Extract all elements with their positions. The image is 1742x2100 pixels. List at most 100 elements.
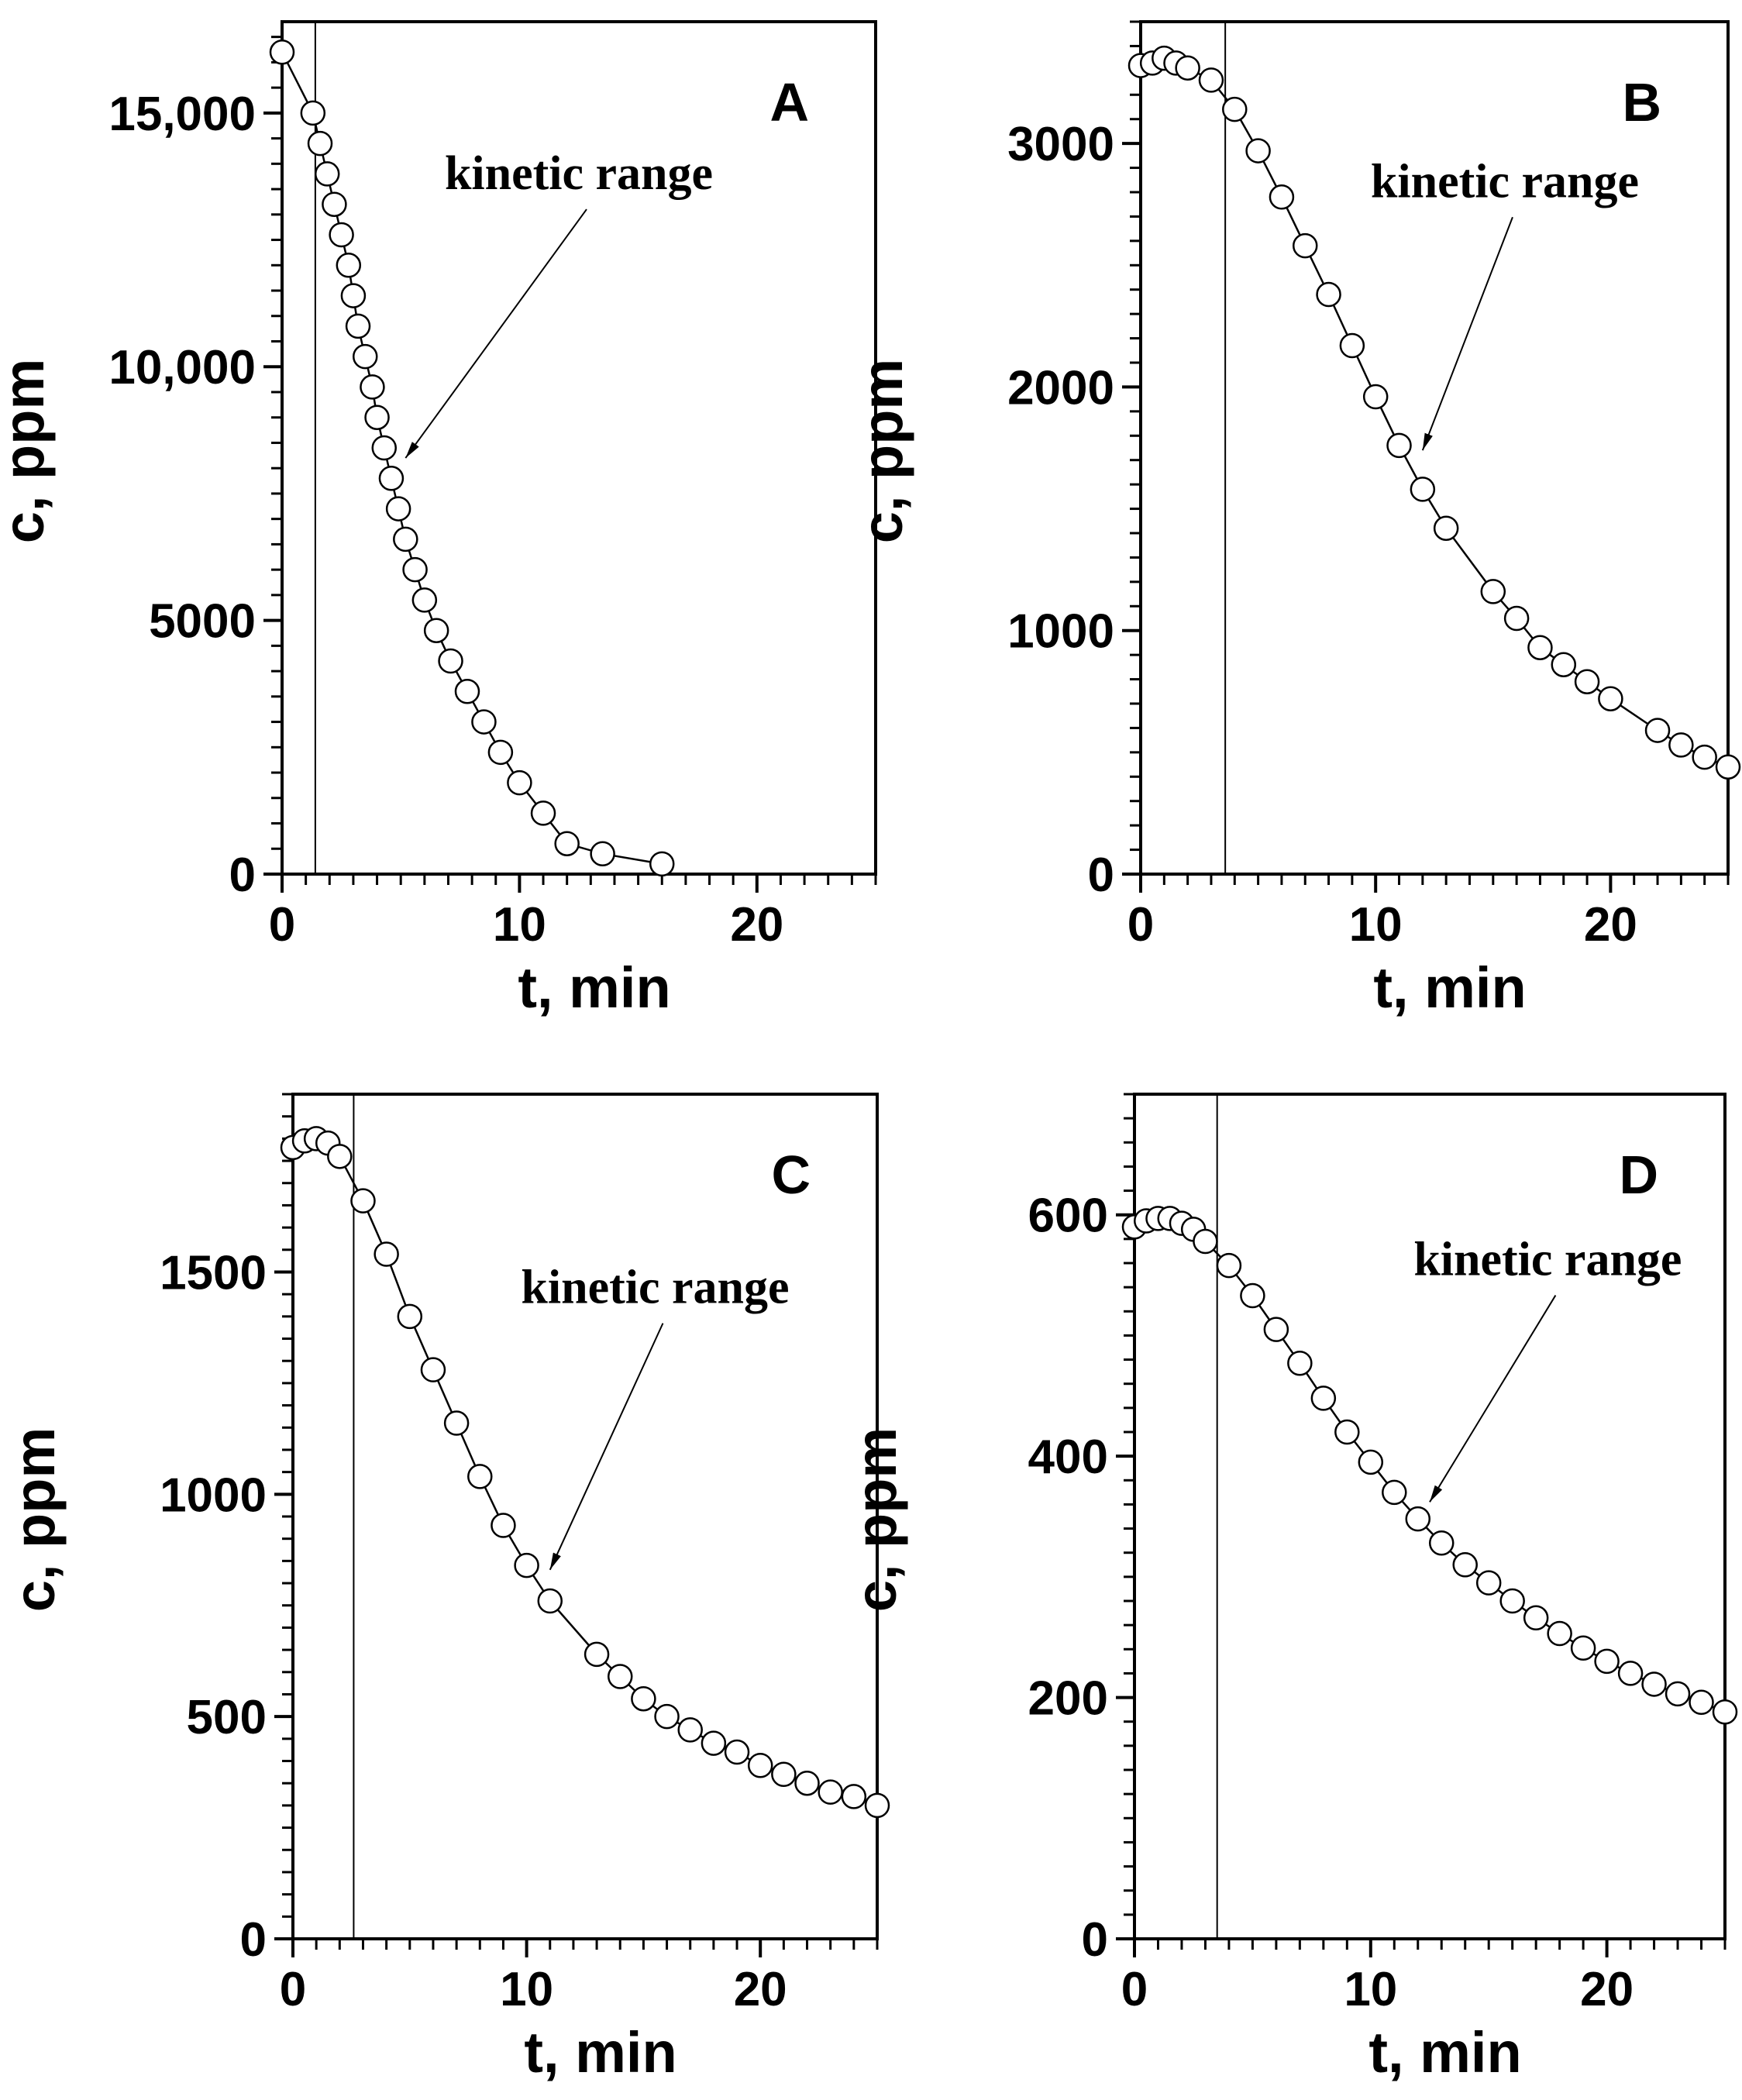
data-point bbox=[487, 739, 514, 766]
data-point bbox=[1428, 1530, 1455, 1556]
annotation-arrow bbox=[1421, 216, 1513, 451]
annotation-text: kinetic range bbox=[521, 1262, 789, 1314]
x-tick-label: 10 bbox=[1344, 1963, 1397, 2016]
x-tick-label: 10 bbox=[1349, 898, 1403, 952]
y-tick-label: 2000 bbox=[1007, 361, 1114, 415]
data-point bbox=[438, 648, 463, 674]
data-point bbox=[1216, 1252, 1242, 1279]
data-point bbox=[1715, 754, 1741, 780]
data-point bbox=[747, 1753, 773, 1778]
y-tick-label: 5000 bbox=[149, 595, 256, 649]
data-point bbox=[1574, 669, 1600, 694]
plot-frame bbox=[1139, 20, 1730, 876]
panel-a: 0 10 20 0 5000 10,000 15,000 t, min c, ppm Akinet… bbox=[0, 20, 877, 1020]
data-point bbox=[794, 1770, 820, 1796]
data-point bbox=[1665, 1681, 1691, 1707]
data-point bbox=[607, 1664, 633, 1689]
data-point bbox=[340, 283, 367, 308]
x-axis-title: t, min bbox=[524, 2020, 676, 2085]
data-point bbox=[1334, 1419, 1360, 1445]
data-point bbox=[590, 841, 615, 867]
data-point bbox=[350, 1188, 376, 1214]
x-tick-label: 0 bbox=[1121, 1963, 1148, 2016]
data-point bbox=[1433, 515, 1459, 541]
data-point bbox=[1644, 718, 1671, 743]
y-tick-label: 1000 bbox=[160, 1468, 267, 1522]
data-point bbox=[397, 1303, 423, 1330]
series-line bbox=[1134, 1217, 1726, 1713]
data-point bbox=[352, 343, 378, 370]
data-point bbox=[467, 1464, 493, 1489]
data-point bbox=[371, 435, 398, 461]
data-point bbox=[385, 496, 411, 522]
data-point bbox=[1503, 605, 1530, 632]
data-point bbox=[507, 769, 532, 796]
data-point bbox=[701, 1730, 727, 1756]
data-point bbox=[329, 222, 354, 248]
y-tick-label: 3000 bbox=[1007, 118, 1114, 171]
data-point bbox=[554, 831, 580, 856]
data-point bbox=[1689, 1689, 1714, 1716]
panel-letter: D bbox=[1619, 1145, 1658, 1205]
data-point bbox=[1222, 96, 1248, 122]
data-point bbox=[654, 1703, 680, 1730]
annotation-arrow bbox=[1429, 1295, 1557, 1503]
data-point bbox=[423, 618, 449, 643]
y-axis-title: c, ppm bbox=[2, 1427, 67, 1612]
data-point bbox=[402, 556, 428, 583]
annotation-arrow bbox=[549, 1323, 664, 1571]
plot-frame bbox=[281, 20, 877, 876]
data-point bbox=[374, 1241, 399, 1267]
y-tick-label: 500 bbox=[187, 1691, 267, 1744]
annotation-text: kinetic range bbox=[445, 147, 713, 200]
data-point bbox=[530, 800, 556, 826]
data-point bbox=[514, 1552, 539, 1578]
y-tick-label: 0 bbox=[1088, 849, 1114, 902]
data-point bbox=[1452, 1552, 1478, 1578]
y-tick-label: 0 bbox=[240, 1913, 267, 1967]
data-point bbox=[1386, 432, 1412, 459]
data-point bbox=[1551, 652, 1577, 677]
data-point bbox=[724, 1739, 750, 1765]
data-point bbox=[1405, 1506, 1431, 1532]
data-point bbox=[771, 1761, 797, 1787]
data-point bbox=[1641, 1671, 1667, 1697]
y-tick-label: 10,000 bbox=[108, 341, 256, 394]
x-tick-label: 10 bbox=[493, 898, 546, 952]
data-point bbox=[491, 1513, 516, 1538]
y-tick-label: 1500 bbox=[160, 1246, 267, 1300]
data-point bbox=[345, 313, 371, 339]
data-point bbox=[1598, 686, 1623, 711]
series-line bbox=[292, 1138, 878, 1807]
data-point bbox=[1523, 1605, 1549, 1631]
data-point bbox=[1287, 1350, 1313, 1376]
data-point bbox=[1310, 1386, 1337, 1411]
x-tick-label: 10 bbox=[500, 1963, 553, 2016]
data-point bbox=[1547, 1620, 1572, 1647]
x-tick-label: 20 bbox=[730, 898, 783, 952]
x-tick-label: 0 bbox=[280, 1963, 306, 2016]
x-axis-title: t, min bbox=[1373, 955, 1526, 1020]
data-point bbox=[1712, 1699, 1738, 1725]
data-point bbox=[364, 405, 390, 430]
plot-frame bbox=[1133, 1093, 1727, 1940]
x-tick-label: 20 bbox=[1584, 898, 1637, 952]
data-point bbox=[1570, 1635, 1596, 1661]
data-point bbox=[454, 679, 480, 704]
y-tick-label: 0 bbox=[229, 849, 256, 902]
data-point bbox=[649, 851, 675, 877]
data-point bbox=[677, 1717, 703, 1743]
data-point bbox=[314, 161, 340, 187]
data-point bbox=[411, 587, 438, 613]
y-axis-title: c, ppm bbox=[844, 1427, 908, 1612]
data-point bbox=[631, 1685, 656, 1712]
data-point bbox=[1316, 281, 1341, 308]
data-point bbox=[1692, 744, 1717, 770]
data-point bbox=[1362, 384, 1389, 410]
data-point bbox=[1594, 1648, 1620, 1675]
plot-frame bbox=[291, 1093, 879, 1940]
x-tick-label: 20 bbox=[1580, 1963, 1634, 2016]
data-point bbox=[1245, 138, 1271, 164]
